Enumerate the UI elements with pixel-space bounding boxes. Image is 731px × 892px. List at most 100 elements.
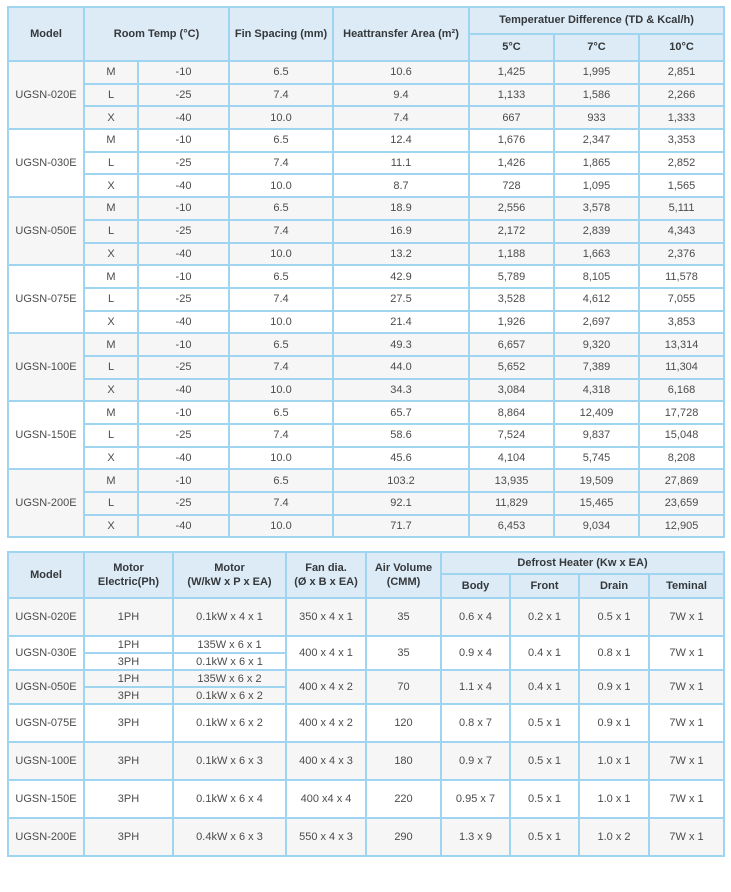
spec-page: Model Room Temp (°C) Fin Spacing (mm) He… bbox=[7, 6, 726, 858]
cell-td-10c: 1,333 bbox=[637, 105, 726, 131]
header-td-7c: 7°C bbox=[553, 33, 640, 62]
cell-td-5c: 5,789 bbox=[468, 264, 555, 289]
cell-fin-spacing: 10.0 bbox=[228, 173, 334, 199]
cell-air-volume: 120 bbox=[365, 703, 442, 744]
cell-room-temp: -25 bbox=[137, 491, 230, 516]
cell-heattransfer-area: 9.4 bbox=[332, 82, 470, 108]
cell-td-5c: 1,425 bbox=[468, 60, 555, 85]
cell-fin-spacing: 6.5 bbox=[228, 264, 334, 289]
header-defrost-terminal: Teminal bbox=[647, 573, 726, 600]
cell-heattransfer-area: 44.0 bbox=[332, 354, 470, 380]
capacity-table-row: UGSN-050E M -10 6.5 18.9 2,556 3,578 5,111 bbox=[7, 196, 726, 267]
cell-td-5c: 3,084 bbox=[468, 377, 555, 403]
cell-td-7c: 9,837 bbox=[553, 423, 640, 448]
cell-room-temp: -25 bbox=[137, 423, 230, 448]
cell-motor-electric: 3PH bbox=[83, 779, 174, 820]
cell-heater-terminal: 7W x 1 bbox=[647, 597, 726, 638]
header-td-5c: 5°C bbox=[468, 33, 555, 62]
cell-fin-spacing: 6.5 bbox=[228, 60, 334, 85]
cell-fin-spacing: 6.5 bbox=[228, 400, 334, 425]
capacity-table-row: X -40 10.0 71.7 6,453 9,034 12,905 bbox=[8, 513, 726, 539]
cell-fin-spacing: 10.0 bbox=[228, 241, 334, 267]
cell-grade: L bbox=[83, 218, 139, 244]
cell-grade: L bbox=[83, 423, 139, 448]
header-motor-spec: Motor (W/kW x P x EA) bbox=[172, 551, 287, 600]
cell-td-7c: 7,389 bbox=[553, 354, 640, 380]
cell-air-volume: 70 bbox=[365, 669, 442, 706]
cell-td-7c: 15,465 bbox=[553, 491, 640, 516]
cell-room-temp: -25 bbox=[137, 218, 230, 244]
cell-room-temp: -40 bbox=[137, 309, 230, 335]
cell-heattransfer-area: 27.5 bbox=[332, 286, 470, 312]
cell-model: UGSN-020E bbox=[7, 597, 85, 638]
cell-room-temp: -10 bbox=[137, 196, 230, 221]
cell-heattransfer-area: 103.2 bbox=[332, 468, 470, 494]
capacity-table-row: X -40 10.0 34.3 3,084 4,318 6,168 bbox=[8, 377, 726, 403]
cell-room-temp: -40 bbox=[137, 513, 230, 539]
capacity-table-row: UGSN-200E M -10 6.5 103.2 13,935 19,509 27,869 bbox=[7, 468, 726, 539]
cell-heattransfer-area: 13.2 bbox=[332, 241, 470, 267]
cell-td-5c: 13,935 bbox=[468, 468, 555, 494]
cell-fin-spacing: 10.0 bbox=[228, 377, 334, 403]
cell-td-10c: 3,353 bbox=[637, 128, 726, 153]
motor-table-row: UGSN-050E 1PH 135W x 6 x 2 400 x 4 x 2 70 1.1… bbox=[7, 669, 726, 706]
cell-heattransfer-area: 49.3 bbox=[332, 332, 470, 357]
capacity-table-row: UGSN-075E M -10 6.5 42.9 5,789 8,105 11,578 bbox=[7, 264, 726, 335]
cell-motor-electric: 1PH bbox=[83, 669, 174, 689]
cell-heattransfer-area: 21.4 bbox=[332, 309, 470, 335]
cell-heattransfer-area: 58.6 bbox=[332, 423, 470, 448]
cell-td-10c: 1,565 bbox=[637, 173, 726, 199]
cell-heattransfer-area: 65.7 bbox=[332, 400, 470, 425]
cell-air-volume: 290 bbox=[365, 817, 442, 858]
cell-td-10c: 5,111 bbox=[637, 196, 726, 221]
cell-heater-drain: 1.0 x 1 bbox=[578, 779, 650, 820]
capacity-table-row: UGSN-150E M -10 6.5 65.7 8,864 12,409 17,728 bbox=[7, 400, 726, 471]
cell-grade: X bbox=[83, 105, 139, 131]
capacity-table-row: X -40 10.0 7.4 667 933 1,333 bbox=[8, 105, 726, 131]
motor-table-row: UGSN-020E 1PH 0.1kW x 4 x 1 350 x 4 x 1 35 0.… bbox=[7, 597, 726, 638]
cell-td-10c: 2,852 bbox=[637, 150, 726, 176]
header-temperature-difference-group: Temperatuer Difference (TD & Kcal/h) bbox=[467, 6, 726, 35]
cell-heater-body: 0.9 x 7 bbox=[440, 741, 511, 782]
cell-fan-dia: 400 x4 x 4 bbox=[285, 779, 367, 820]
cell-model: UGSN-150E bbox=[7, 400, 85, 471]
motor-table-header: Model Motor Electric(Ph) Motor (W/kW x P… bbox=[7, 551, 726, 600]
cell-td-5c: 8,864 bbox=[468, 400, 555, 425]
cell-motor-spec: 0.1kW x 4 x 1 bbox=[172, 597, 287, 638]
capacity-table-row: X -40 10.0 45.6 4,104 5,745 8,208 bbox=[8, 445, 726, 471]
cell-room-temp: -25 bbox=[137, 82, 230, 108]
cell-fan-dia: 550 x 4 x 3 bbox=[285, 817, 367, 858]
cell-grade: M bbox=[83, 332, 139, 357]
cell-motor-electric: 3PH bbox=[83, 652, 174, 672]
cell-model: UGSN-100E bbox=[7, 741, 85, 782]
cell-td-5c: 11,829 bbox=[468, 491, 555, 516]
cell-heater-front: 0.4 x 1 bbox=[509, 669, 580, 706]
cell-grade: X bbox=[83, 309, 139, 335]
cell-td-10c: 11,578 bbox=[637, 264, 726, 289]
cell-fin-spacing: 6.5 bbox=[228, 196, 334, 221]
cell-td-5c: 1,926 bbox=[468, 309, 555, 335]
cell-motor-electric: 3PH bbox=[83, 686, 174, 706]
cell-td-10c: 17,728 bbox=[637, 400, 726, 425]
cell-td-5c: 7,524 bbox=[468, 423, 555, 448]
cell-heater-front: 0.5 x 1 bbox=[509, 703, 580, 744]
cell-heattransfer-area: 34.3 bbox=[332, 377, 470, 403]
header-defrost-heater-group: Defrost Heater (Kw x EA) bbox=[439, 551, 726, 576]
cell-heattransfer-area: 11.1 bbox=[332, 150, 470, 176]
cell-motor-electric: 3PH bbox=[83, 817, 174, 858]
cell-td-7c: 5,745 bbox=[553, 445, 640, 471]
capacity-table-row: X -40 10.0 21.4 1,926 2,697 3,853 bbox=[8, 309, 726, 335]
cell-td-7c: 1,663 bbox=[553, 241, 640, 267]
cell-motor-electric: 1PH bbox=[83, 635, 174, 655]
cell-heattransfer-area: 42.9 bbox=[332, 264, 470, 289]
cell-td-5c: 6,657 bbox=[468, 332, 555, 357]
cell-room-temp: -40 bbox=[137, 241, 230, 267]
cell-model: UGSN-200E bbox=[7, 817, 85, 858]
cell-grade: L bbox=[83, 354, 139, 380]
cell-td-10c: 13,314 bbox=[637, 332, 726, 357]
cell-td-10c: 6,168 bbox=[637, 377, 726, 403]
cell-heater-drain: 0.9 x 1 bbox=[578, 669, 650, 706]
cell-heater-terminal: 7W x 1 bbox=[647, 779, 726, 820]
motor-table-body: UGSN-020E 1PH 0.1kW x 4 x 1 350 x 4 x 1 35 0.… bbox=[7, 597, 726, 858]
motor-table-row: UGSN-030E 1PH 135W x 6 x 1 400 x 4 x 1 35 0.9… bbox=[7, 635, 726, 672]
